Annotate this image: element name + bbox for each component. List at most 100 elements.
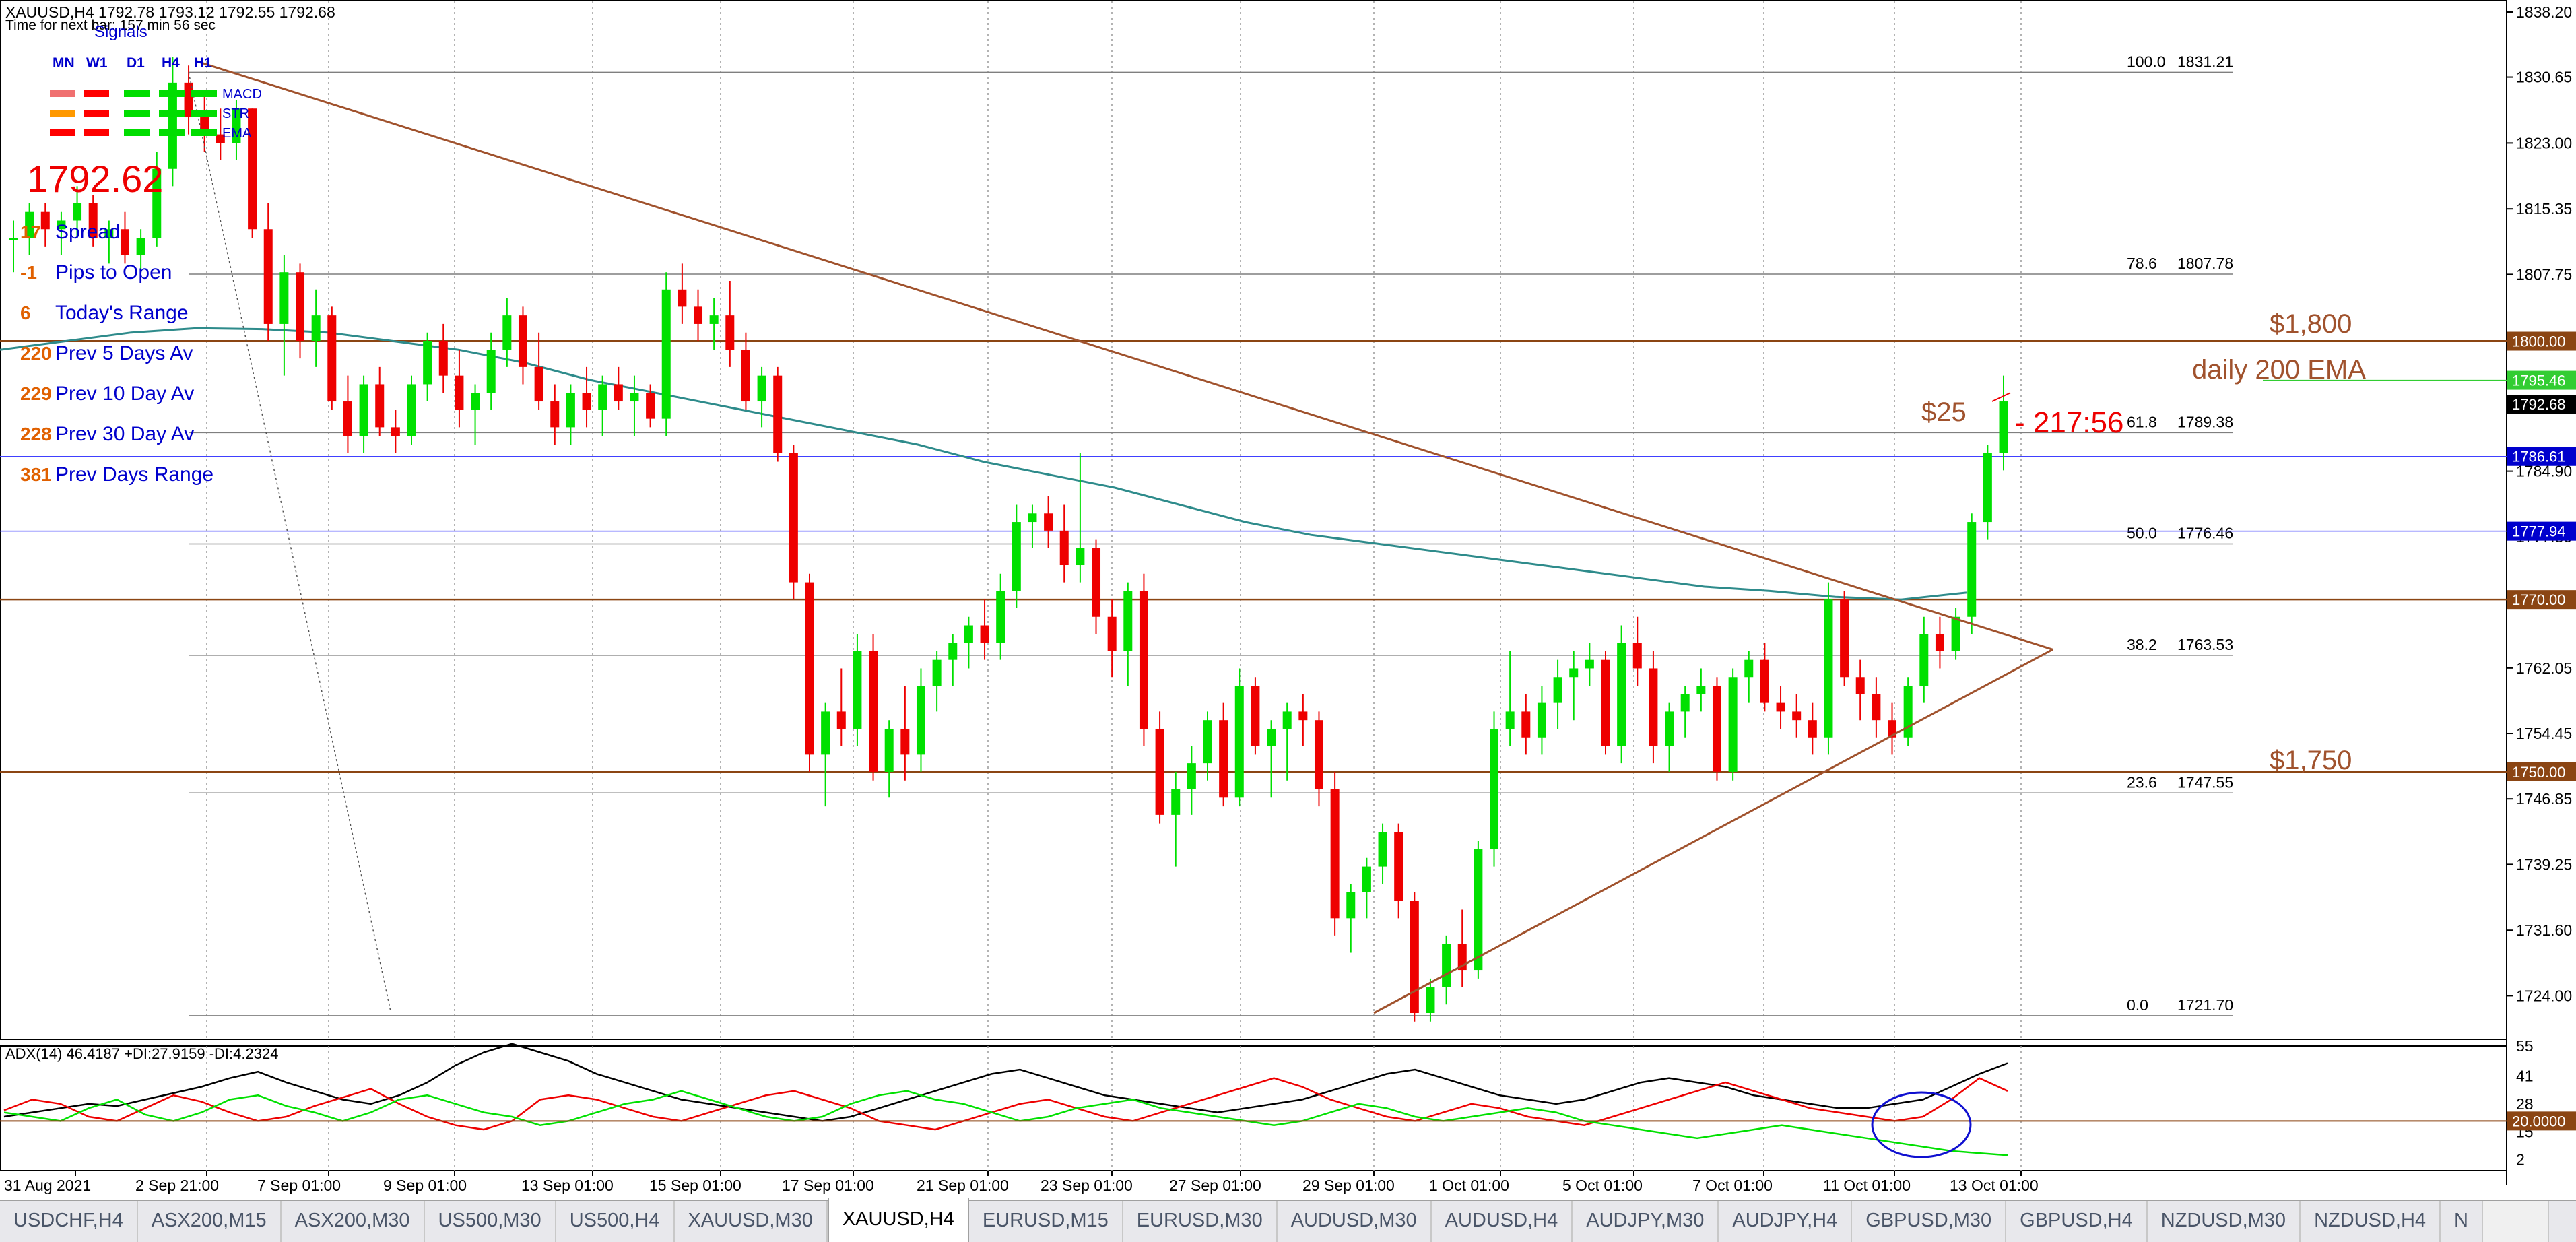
- tab-asx200-m30[interactable]: ASX200,M30: [281, 1201, 425, 1242]
- signal-label: STR: [222, 106, 249, 121]
- price-tick-label: 1754.45: [2516, 725, 2572, 742]
- price-tick-label: 1830.65: [2516, 69, 2572, 86]
- signal-timeframe: W1: [86, 55, 108, 71]
- tab-eurusd-m30[interactable]: EURUSD,M30: [1123, 1201, 1278, 1242]
- tab-asx200-m15[interactable]: ASX200,M15: [137, 1201, 282, 1242]
- plus-di-line: [3, 1077, 2008, 1131]
- candle-body: [343, 401, 352, 436]
- time-tick-label: 13 Sep 01:00: [521, 1177, 614, 1194]
- stat-label: Spread: [55, 221, 121, 243]
- fib-level-pct: 61.8: [2127, 413, 2157, 430]
- candle-body: [773, 375, 783, 453]
- tab-audusd-m30[interactable]: AUDUSD,M30: [1277, 1201, 1432, 1242]
- main-frame: [0, 0, 2507, 1040]
- price-tick-label: 1762.05: [2516, 659, 2572, 677]
- descending-trendline: [196, 60, 2053, 651]
- candle-body: [1935, 634, 1944, 651]
- candle-body: [9, 238, 18, 240]
- tab-gbpusd-m30[interactable]: GBPUSD,M30: [1852, 1201, 2007, 1242]
- price-label-text: 1777.94: [2512, 523, 2566, 540]
- fib-level-pct: 78.6: [2127, 255, 2157, 272]
- price-label-box: [2507, 331, 2576, 351]
- candle-body: [136, 238, 145, 255]
- candle-body: [1712, 686, 1721, 772]
- ascending-trendline: [1373, 649, 2053, 1014]
- tab-nzdusd-h4[interactable]: NZDUSD,H4: [2301, 1201, 2441, 1242]
- candle-body: [566, 393, 575, 428]
- symbol-header: XAUUSD,H4 1792.78 1793.12 1792.55 1792.6…: [5, 3, 335, 21]
- candle-body: [678, 289, 687, 307]
- tab-xauusd-h4[interactable]: XAUUSD,H4: [827, 1198, 969, 1242]
- candle-body: [1234, 686, 1244, 798]
- candle-body: [502, 315, 512, 350]
- candle-body: [725, 315, 735, 350]
- candle-body: [1569, 668, 1579, 678]
- stat-value: 381: [20, 464, 52, 485]
- candle-body: [40, 211, 50, 230]
- candle-body: [661, 289, 671, 419]
- time-tick-label: 27 Sep 01:00: [1169, 1177, 1261, 1194]
- candle-body: [518, 315, 527, 367]
- candle-body: [1649, 668, 1658, 746]
- candle-body: [1585, 659, 1594, 669]
- candle-body: [120, 229, 129, 255]
- time-tick-label: 7 Oct 01:00: [1692, 1177, 1773, 1194]
- tab-audjpy-h4[interactable]: AUDJPY,H4: [1719, 1201, 1853, 1242]
- price-tick-label: 1823.00: [2516, 134, 2572, 152]
- tab-audjpy-m30[interactable]: AUDJPY,M30: [1573, 1201, 1719, 1242]
- stat-label: Prev 10 Day Av: [55, 383, 194, 405]
- candlesticks: [9, 57, 2008, 1022]
- candle-body: [1505, 711, 1515, 729]
- candle-body: [1298, 711, 1308, 721]
- candle-body: [1044, 513, 1053, 531]
- fib-level-pct: 38.2: [2127, 636, 2157, 653]
- tab-us500-h4[interactable]: US500,H4: [556, 1201, 675, 1242]
- current-price: 1792.62: [27, 158, 163, 200]
- candle-body: [232, 108, 241, 143]
- candle-body: [1888, 720, 1897, 738]
- price-tick-label: 1731.60: [2516, 921, 2572, 939]
- tab-scroll-button[interactable]: [2548, 1201, 2576, 1242]
- candle-body: [184, 82, 193, 118]
- candle-body: [1171, 789, 1181, 815]
- candle-body: [1314, 720, 1323, 789]
- candle-body: [25, 211, 34, 238]
- signal-cell: [191, 110, 217, 117]
- candle-body: [1059, 530, 1069, 566]
- adx-title: ADX(14) 46.4187 +DI:27.9159 -DI:4.2324: [5, 1045, 278, 1062]
- price-tick-label: 1838.20: [2516, 3, 2572, 21]
- tab-gbpusd-h4[interactable]: GBPUSD,H4: [2006, 1201, 2148, 1242]
- candle-body: [327, 315, 337, 402]
- time-tick-label: 5 Oct 01:00: [1562, 1177, 1643, 1194]
- tab-usdchf-h4[interactable]: USDCHF,H4: [0, 1201, 138, 1242]
- candle-body: [1362, 866, 1371, 892]
- tab-us500-m30[interactable]: US500,M30: [424, 1201, 556, 1242]
- price-label-text: 1786.61: [2512, 449, 2566, 465]
- candle-body: [1092, 548, 1101, 617]
- tab-eurusd-m15[interactable]: EURUSD,M15: [968, 1201, 1123, 1242]
- candle-body: [1282, 711, 1292, 729]
- tab-nzdusd-m30[interactable]: NZDUSD,M30: [2147, 1201, 2301, 1242]
- signal-cell: [159, 110, 185, 117]
- price-label-box: [2507, 521, 2576, 541]
- candle-body: [1632, 643, 1642, 669]
- candle-body: [391, 427, 400, 436]
- stat-label: Prev 30 Day Av: [55, 423, 194, 445]
- tab-audusd-h4[interactable]: AUDUSD,H4: [1431, 1201, 1573, 1242]
- candle-body: [1139, 591, 1148, 729]
- candle-body: [1251, 686, 1260, 746]
- candle-body: [980, 625, 989, 643]
- candle-body: [438, 341, 448, 376]
- dollar-25-label: $25: [1921, 397, 1967, 427]
- candle-body: [582, 393, 591, 410]
- tab-xauusd-m30[interactable]: XAUUSD,M30: [674, 1201, 828, 1242]
- candle-body: [1680, 694, 1690, 712]
- tab-nzdusd-partial[interactable]: N: [2441, 1201, 2483, 1242]
- signal-cell: [159, 129, 185, 136]
- time-tick-label: 2 Sep 21:00: [135, 1177, 219, 1194]
- fib-level-pct: 23.6: [2127, 773, 2157, 791]
- bar-countdown: - 217:56: [2015, 406, 2123, 439]
- candle-body: [1012, 522, 1021, 591]
- signal-cell: [159, 90, 185, 97]
